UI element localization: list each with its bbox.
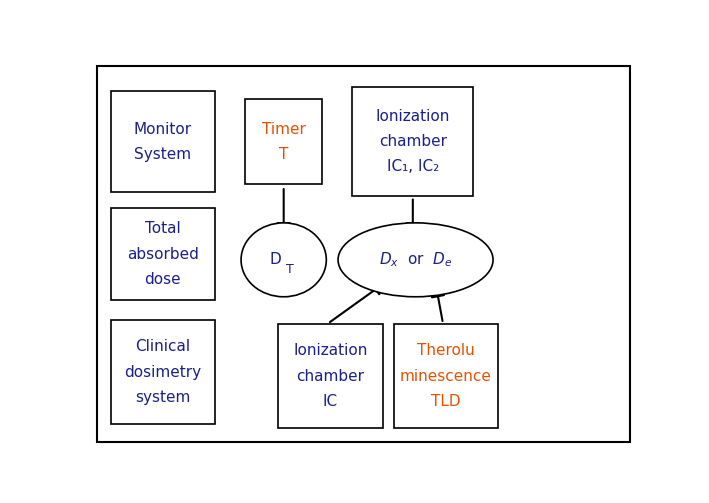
Text: dosimetry: dosimetry — [124, 365, 201, 380]
Text: IC₁, IC₂: IC₁, IC₂ — [386, 159, 439, 175]
Bar — [111, 320, 215, 425]
Bar — [393, 324, 498, 429]
Bar — [278, 324, 383, 429]
Bar — [245, 99, 322, 184]
Text: system: system — [135, 390, 191, 405]
Text: D: D — [269, 253, 281, 267]
Text: absorbed: absorbed — [127, 246, 199, 262]
Text: minescence: minescence — [400, 369, 492, 383]
Text: Ionization: Ionization — [294, 344, 367, 358]
Text: =: = — [341, 248, 362, 272]
Text: Monitor: Monitor — [134, 122, 192, 137]
Text: dose: dose — [145, 272, 181, 287]
Text: Total: Total — [145, 221, 181, 236]
Text: T: T — [279, 147, 289, 162]
Bar — [352, 88, 474, 196]
Text: IC: IC — [323, 394, 338, 409]
Text: chamber: chamber — [296, 369, 364, 383]
Text: chamber: chamber — [379, 134, 447, 149]
Text: Ionization: Ionization — [376, 109, 450, 124]
Text: T: T — [286, 263, 294, 276]
Ellipse shape — [241, 223, 326, 297]
Text: $D_x$  or  $D_e$: $D_x$ or $D_e$ — [379, 250, 452, 269]
Text: Timer: Timer — [262, 122, 306, 137]
Text: Clinical: Clinical — [135, 340, 191, 355]
Bar — [111, 208, 215, 300]
Text: Therolu: Therolu — [417, 344, 474, 358]
Text: TLD: TLD — [431, 394, 461, 409]
Text: System: System — [134, 147, 191, 162]
Bar — [111, 92, 215, 192]
Ellipse shape — [338, 223, 493, 297]
